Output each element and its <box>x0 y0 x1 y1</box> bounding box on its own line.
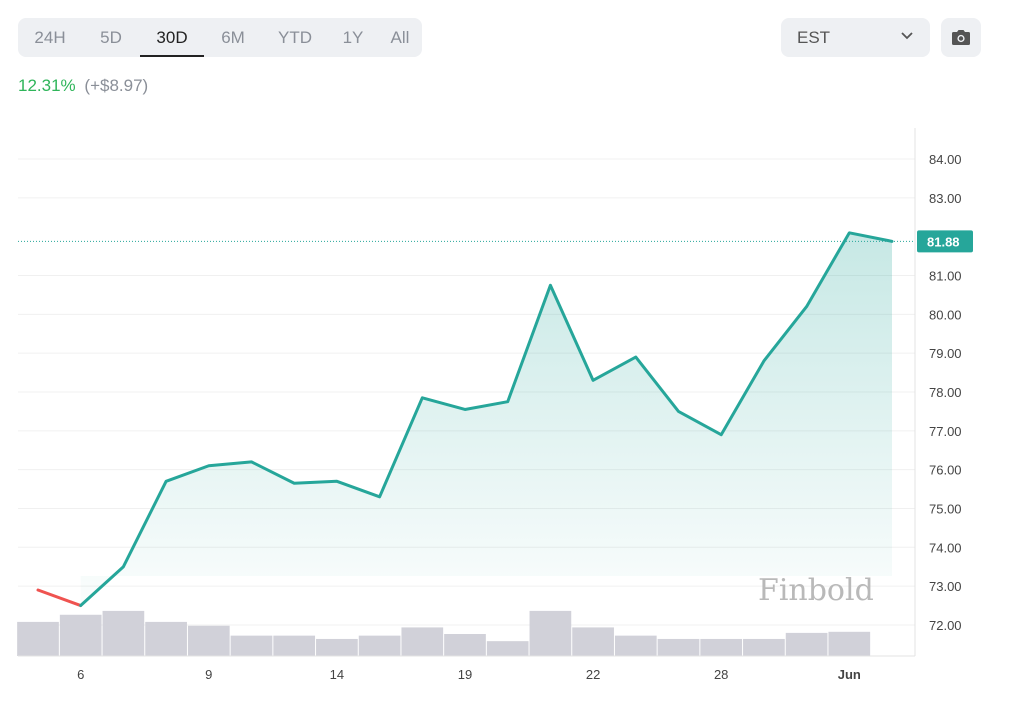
volume-bar <box>358 635 401 656</box>
change-percent: 12.31% <box>18 76 76 95</box>
y-tick-label: 72.00 <box>929 618 962 633</box>
x-tick-label: Jun <box>838 667 861 682</box>
volume-bar <box>572 627 614 656</box>
volume-bar <box>145 621 187 656</box>
y-tick-label: 75.00 <box>929 501 962 516</box>
volume-bar <box>700 638 743 656</box>
y-tick-label: 76.00 <box>929 463 962 478</box>
volume-bar <box>316 638 358 656</box>
range-tab-ytd[interactable]: YTD <box>278 28 312 47</box>
range-tab-30d[interactable]: 30D <box>140 18 204 57</box>
y-tick-label: 84.00 <box>929 152 962 167</box>
time-range-tabs: 24H 5D 30D 6M YTD 1Y All <box>18 18 422 57</box>
y-tick-label: 73.00 <box>929 579 962 594</box>
change-absolute: (+$8.97) <box>84 76 149 95</box>
y-tick-label: 79.00 <box>929 346 962 361</box>
chevron-down-icon <box>901 32 913 40</box>
y-tick-label: 74.00 <box>929 540 962 555</box>
x-tick-label: 6 <box>77 667 84 682</box>
volume-bar <box>401 627 444 656</box>
camera-icon <box>952 30 970 45</box>
last-price-badge <box>917 230 973 253</box>
volume-bar <box>657 638 700 656</box>
volume-bar <box>444 634 486 656</box>
series-line <box>79 231 894 608</box>
range-tab-6m[interactable]: 6M <box>221 28 245 47</box>
range-tab-all[interactable]: All <box>390 28 410 47</box>
timezone-select[interactable]: EST <box>781 18 930 57</box>
y-tick-label: 81.00 <box>929 269 962 284</box>
range-tab-1y[interactable]: 1Y <box>342 28 364 47</box>
volume-bar <box>17 621 59 656</box>
volume-bar <box>59 614 102 656</box>
x-tick-label: 22 <box>586 667 600 682</box>
timezone-value: EST <box>797 28 831 47</box>
snapshot-button[interactable] <box>941 18 981 57</box>
x-tick-label: 14 <box>330 667 344 682</box>
last-price-label: 81.88 <box>927 234 960 249</box>
volume-bar <box>102 610 145 656</box>
volume-bar <box>187 625 230 656</box>
volume-bar <box>785 632 828 656</box>
volume-bar <box>486 641 529 656</box>
volume-bar <box>230 635 273 656</box>
y-tick-label: 78.00 <box>929 385 962 400</box>
x-tick-label: 28 <box>714 667 728 682</box>
volume-bar <box>529 610 572 656</box>
y-tick-label: 77.00 <box>929 424 962 439</box>
price-change: 12.31% (+$8.97) <box>18 76 148 96</box>
area-fill <box>80 232 892 606</box>
y-tick-label: 80.00 <box>929 307 962 322</box>
watermark: Finbold <box>758 573 874 608</box>
volume-bar <box>828 631 871 656</box>
volume-bar <box>273 635 316 656</box>
x-tick-label: 9 <box>205 667 212 682</box>
range-tab-24h[interactable]: 24H <box>34 28 66 47</box>
range-tab-5d[interactable]: 5D <box>100 28 122 47</box>
x-tick-label: 19 <box>458 667 472 682</box>
volume-bar <box>614 635 657 656</box>
volume-bar <box>743 638 785 656</box>
y-tick-label: 83.00 <box>929 191 962 206</box>
series-line-down <box>36 588 83 608</box>
